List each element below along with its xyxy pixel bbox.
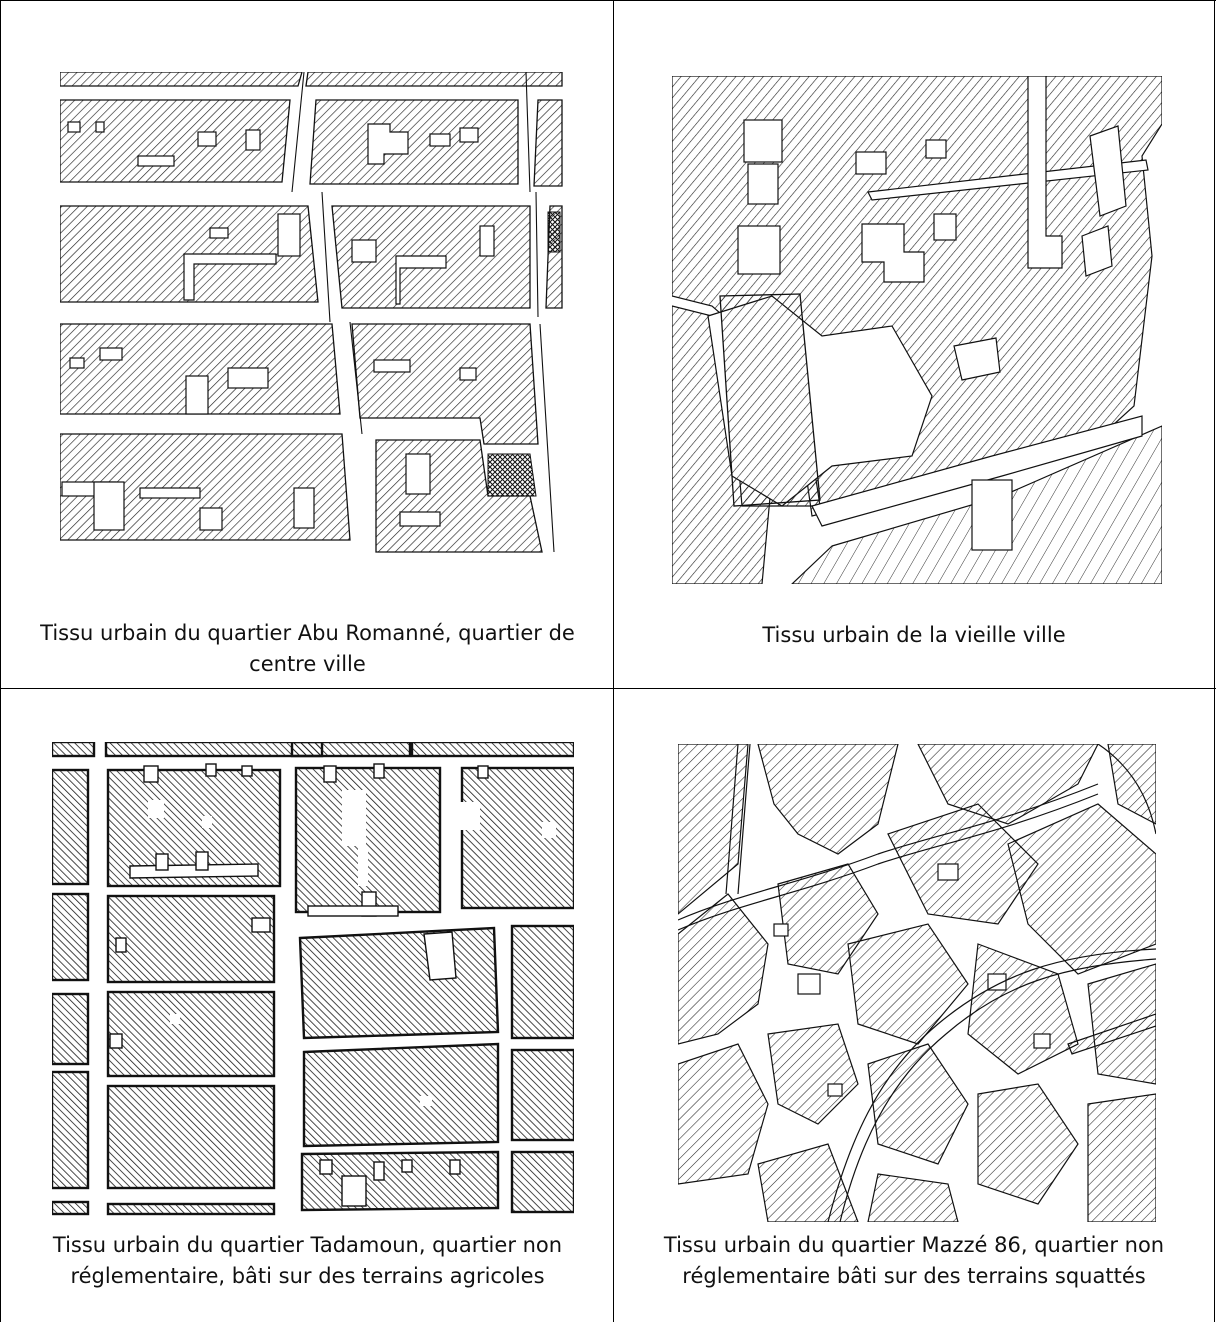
table-border-middle xyxy=(613,0,614,1322)
table-border-left xyxy=(0,0,1,1322)
table-border-top xyxy=(0,0,1216,1)
map-mazze-86 xyxy=(678,744,1156,1222)
map-abu-romanne xyxy=(60,72,565,557)
caption-vieille-ville: Tissu urbain de la vieille ville xyxy=(762,623,1066,647)
table-border-right xyxy=(1214,0,1215,1322)
caption-tadamoun: Tissu urbain du quartier Tadamoun, quart… xyxy=(52,1233,563,1288)
caption-mazze-86: Tissu urbain du quartier Mazzé 86, quart… xyxy=(663,1233,1165,1288)
map-vieille-ville xyxy=(672,76,1162,584)
caption-abu-romanne: Tissu urbain du quartier Abu Romanné, qu… xyxy=(40,621,575,676)
table-border-row-divider xyxy=(0,688,1216,689)
map-tadamoun xyxy=(52,742,574,1216)
